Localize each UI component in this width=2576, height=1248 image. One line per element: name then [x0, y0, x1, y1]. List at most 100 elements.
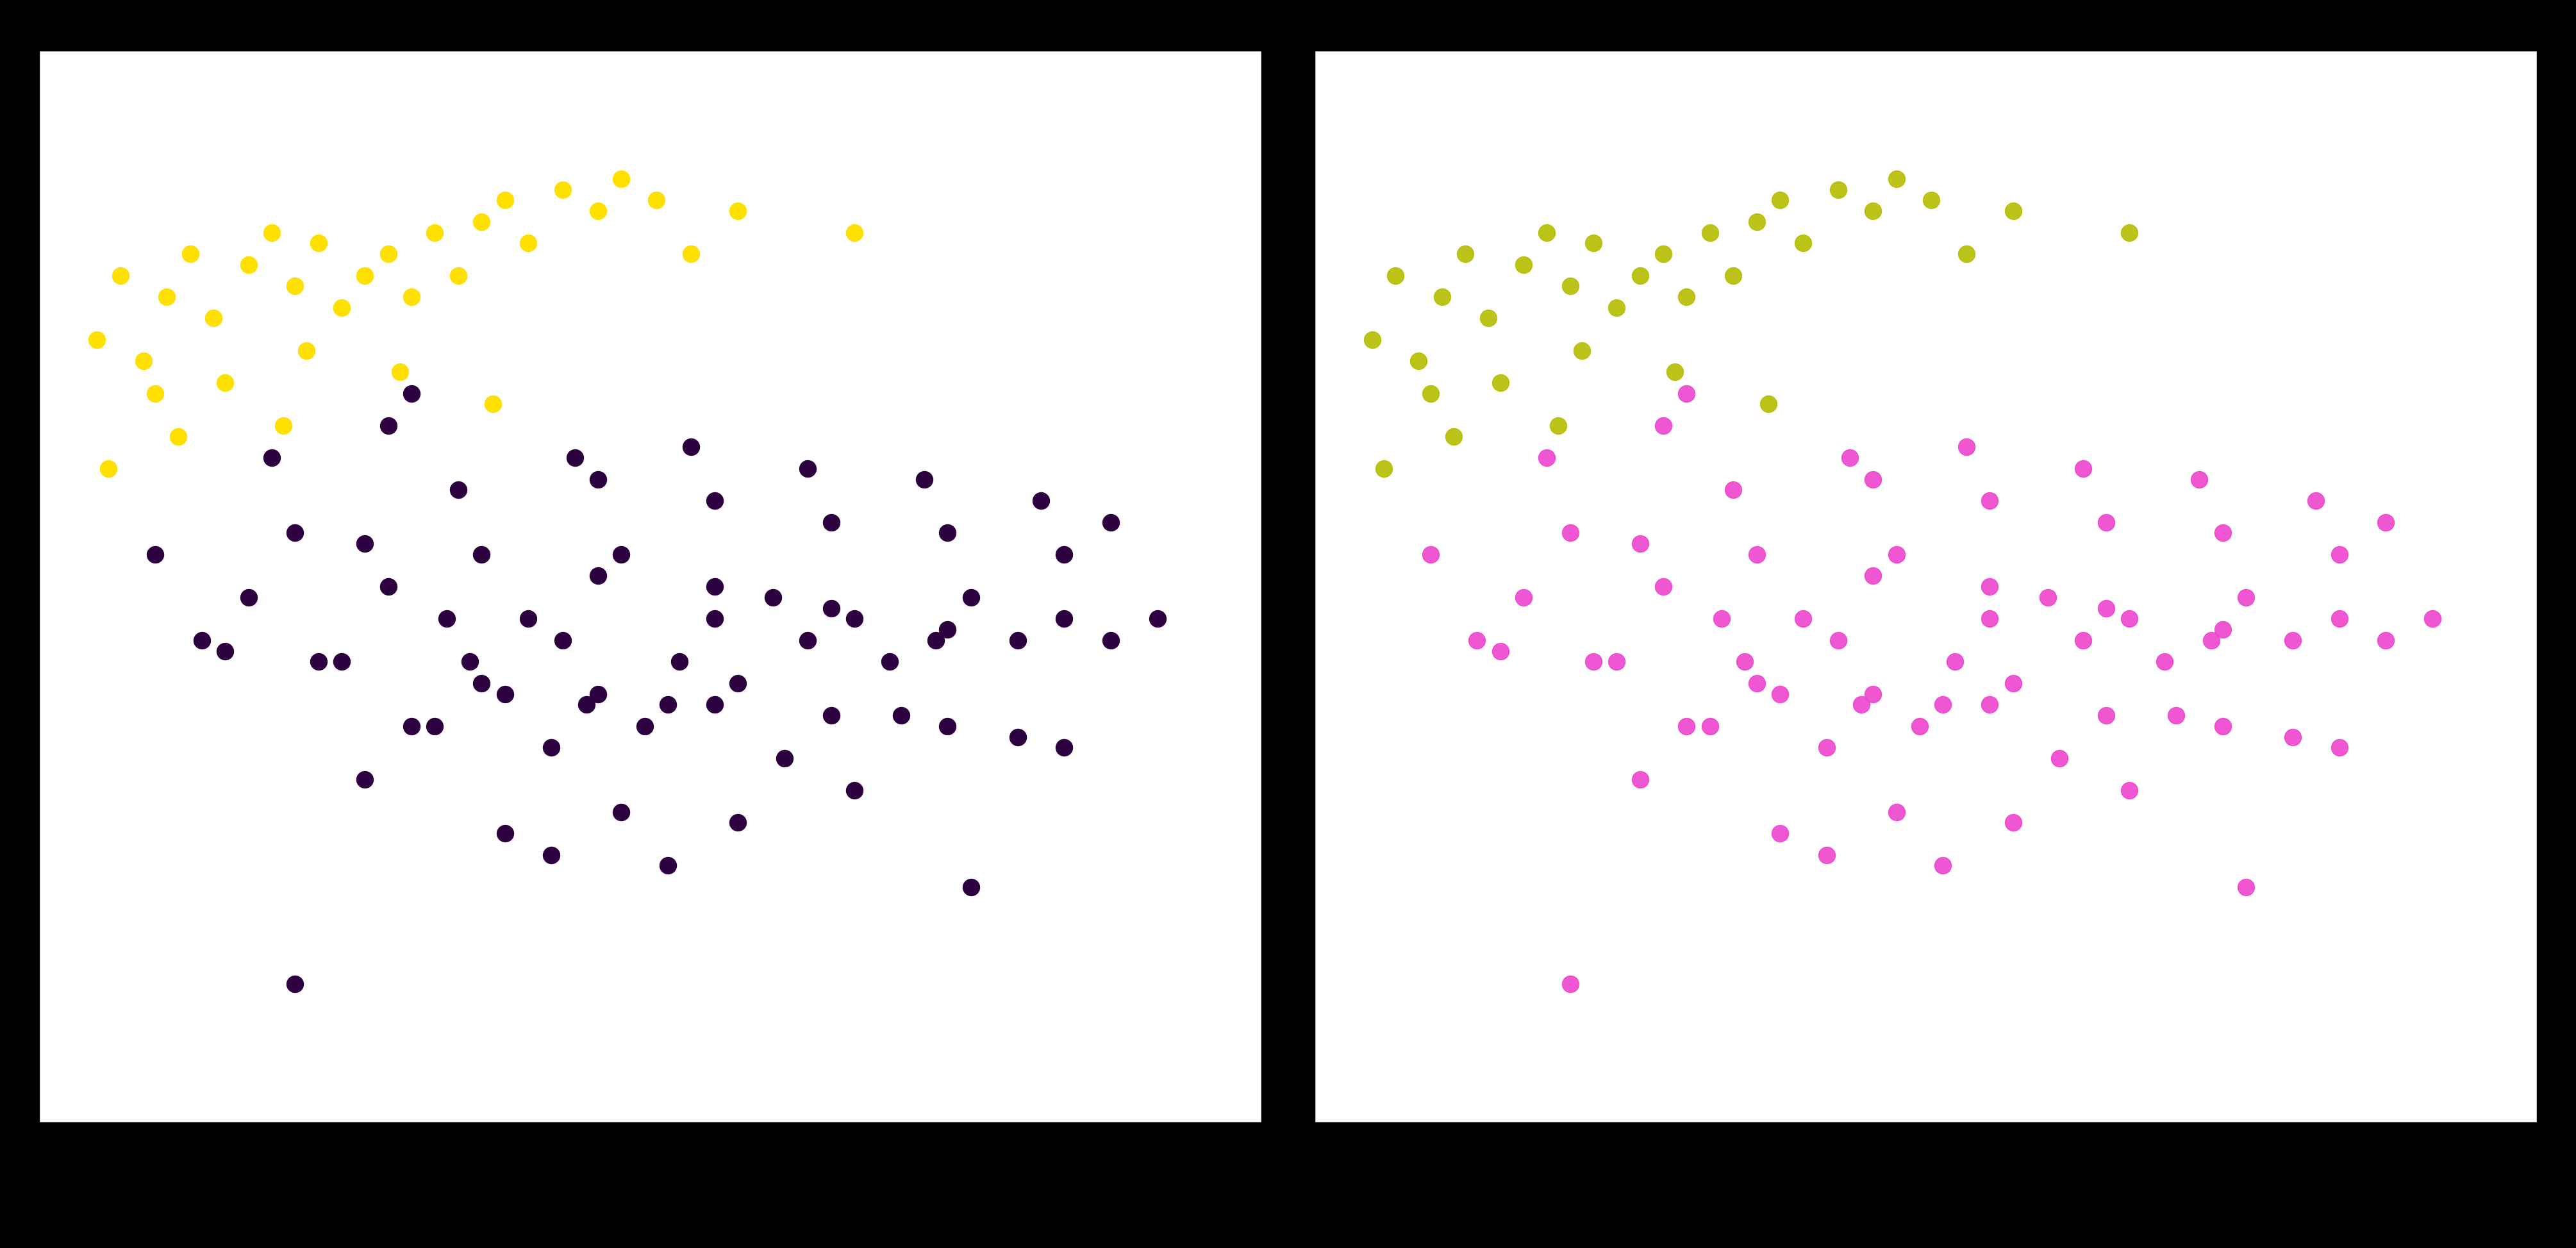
Point: [1700, 609, 1741, 629]
Point: [1945, 243, 1986, 263]
Point: [788, 630, 829, 650]
Point: [368, 577, 410, 597]
Point: [392, 716, 433, 736]
Point: [1690, 222, 1731, 242]
Point: [2027, 588, 2069, 608]
Point: [77, 329, 118, 349]
Point: [2226, 588, 2267, 608]
Point: [1968, 695, 2009, 715]
Point: [1043, 544, 1084, 564]
Point: [276, 973, 317, 993]
Point: [1713, 266, 1754, 286]
Point: [693, 490, 734, 510]
Point: [1409, 544, 1450, 564]
Point: [636, 190, 677, 210]
Point: [2063, 630, 2105, 650]
Point: [286, 341, 327, 361]
Point: [811, 705, 853, 725]
Point: [1875, 802, 1917, 822]
Point: [1422, 287, 1463, 307]
Point: [1502, 588, 1543, 608]
Point: [2202, 619, 2244, 639]
Point: [345, 534, 386, 554]
Point: [2179, 469, 2221, 489]
Point: [1432, 427, 1473, 447]
Point: [438, 266, 479, 286]
Point: [1455, 630, 1497, 650]
Point: [1551, 276, 1592, 296]
Point: [1574, 651, 1615, 671]
Point: [881, 705, 922, 725]
Point: [1819, 180, 1860, 200]
Point: [1968, 490, 2009, 510]
Point: [1806, 738, 1847, 758]
Point: [1043, 609, 1084, 629]
Point: [415, 222, 456, 242]
Point: [1875, 168, 1917, 188]
Point: [2365, 630, 2406, 650]
Point: [1399, 351, 1440, 371]
Point: [1136, 609, 1177, 629]
Title: K-means Clustering: K-means Clustering: [495, 12, 806, 42]
Point: [1445, 243, 1486, 263]
Point: [2318, 738, 2360, 758]
Point: [2143, 651, 2184, 671]
Point: [1468, 308, 1510, 328]
Point: [507, 609, 549, 629]
Point: [788, 458, 829, 478]
Point: [1409, 383, 1450, 403]
Point: [368, 416, 410, 436]
Point: [299, 651, 340, 671]
Point: [124, 351, 165, 371]
Point: [531, 845, 572, 865]
Point: [544, 180, 585, 200]
Point: [1620, 266, 1662, 286]
Point: [1376, 266, 1417, 286]
Point: [1620, 770, 1662, 790]
Point: [461, 544, 502, 564]
Point: [299, 233, 340, 253]
Point: [438, 480, 479, 500]
Point: [1852, 565, 1893, 585]
Point: [835, 780, 876, 800]
Point: [1736, 212, 1777, 232]
Point: [1842, 695, 1883, 715]
Point: [577, 565, 618, 585]
Point: [1690, 716, 1731, 736]
Point: [147, 287, 188, 307]
Point: [1525, 448, 1566, 468]
Point: [2365, 512, 2406, 532]
Point: [1574, 233, 1615, 253]
Point: [2087, 598, 2128, 618]
Point: [134, 383, 175, 403]
Point: [1911, 190, 1953, 210]
Point: [577, 684, 618, 704]
Point: [1829, 448, 1870, 468]
Point: [1597, 297, 1638, 317]
Point: [1736, 544, 1777, 564]
Point: [2272, 726, 2313, 746]
Point: [670, 437, 711, 457]
Point: [1783, 233, 1824, 253]
Point: [2318, 544, 2360, 564]
Point: [157, 427, 198, 447]
Point: [647, 856, 688, 876]
Point: [1968, 577, 2009, 597]
Point: [2110, 780, 2151, 800]
Point: [448, 651, 489, 671]
Point: [811, 512, 853, 532]
Point: [2087, 512, 2128, 532]
Point: [659, 651, 701, 671]
Point: [1852, 469, 1893, 489]
Point: [2190, 630, 2231, 650]
Point: [927, 523, 969, 543]
Point: [484, 684, 526, 704]
Point: [2295, 490, 2336, 510]
Point: [811, 598, 853, 618]
Point: [600, 802, 641, 822]
Point: [1538, 416, 1579, 436]
Point: [484, 190, 526, 210]
Point: [1945, 437, 1986, 457]
Point: [835, 609, 876, 629]
Point: [368, 243, 410, 263]
